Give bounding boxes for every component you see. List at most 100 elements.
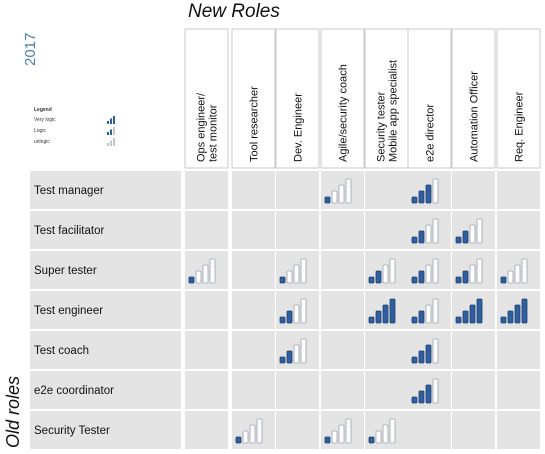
legend-very-logic-icon <box>107 116 115 124</box>
signal-bar-filled <box>418 190 425 204</box>
matrix-cell <box>365 211 408 249</box>
signal-bar-filled <box>368 276 375 284</box>
legend-item-label: Logic <box>34 128 46 134</box>
signal-bar-filled <box>375 270 382 284</box>
signal-bar-empty <box>345 178 352 204</box>
column-header-label: Automation Officer <box>469 71 481 162</box>
signal-rating-icon <box>411 378 439 404</box>
signal-bar-empty <box>432 218 439 244</box>
signal-bar-empty <box>209 258 216 284</box>
legend-item-logic: Logic <box>34 126 124 137</box>
signal-bar-empty <box>425 224 432 244</box>
signal-bar-filled <box>418 390 425 404</box>
row-label-cell <box>30 291 181 329</box>
signal-rating-icon <box>368 258 396 284</box>
matrix-cell <box>365 371 408 409</box>
signal-bar-filled <box>188 276 195 284</box>
signal-bar-filled <box>425 384 432 404</box>
new-roles-title: New Roles <box>188 1 280 22</box>
signal-bar-filled <box>235 436 242 444</box>
signal-bar-empty <box>345 418 352 444</box>
signal-rating-icon <box>455 258 483 284</box>
row-label: Security Tester <box>34 425 110 437</box>
matrix-cell <box>276 171 319 209</box>
signal-bar-filled <box>411 316 418 324</box>
signal-bar-filled <box>507 310 514 324</box>
signal-rating-icon <box>279 298 307 324</box>
column-header-label: Mobile app specialist <box>388 60 400 162</box>
signal-bar-empty <box>256 418 263 444</box>
column-header-label: test monitor <box>208 104 220 162</box>
signal-bar-empty <box>389 258 396 284</box>
column-header-cell <box>364 28 409 169</box>
matrix-cell <box>452 171 495 209</box>
signal-bar-empty <box>331 190 338 204</box>
signal-bar-filled <box>418 230 425 244</box>
signal-bar-empty <box>521 258 528 284</box>
legend-item-unlogic: unlogic <box>34 137 124 148</box>
signal-bar-empty <box>375 430 382 444</box>
matrix-cell <box>185 371 228 409</box>
row-label-cell <box>30 171 181 209</box>
matrix-cell <box>321 251 364 289</box>
row-label-cell <box>30 251 181 289</box>
signal-rating-icon <box>368 418 396 444</box>
signal-rating-icon <box>368 298 396 324</box>
matrix-cell <box>276 411 319 449</box>
signal-bar-filled <box>455 276 462 284</box>
matrix-cell <box>497 331 540 369</box>
column-header-label: Req. Engineer <box>514 91 526 162</box>
signal-bar-empty <box>389 418 396 444</box>
signal-bar-filled <box>324 196 331 204</box>
matrix-cell <box>497 171 540 209</box>
matrix-cell <box>321 291 364 329</box>
signal-bar-filled <box>425 344 432 364</box>
row-label: Test coach <box>34 345 89 357</box>
column-header-label: Tool researcher <box>249 86 261 162</box>
matrix-cell <box>185 331 228 369</box>
signal-bar-filled <box>368 436 375 444</box>
row-label: Test facilitator <box>34 225 104 237</box>
signal-bar-filled <box>462 310 469 324</box>
signal-bar-empty <box>293 264 300 284</box>
signal-bar-filled <box>514 304 521 324</box>
signal-bar-empty <box>338 424 345 444</box>
signal-bar-filled <box>411 236 418 244</box>
signal-bar-filled <box>500 276 507 284</box>
signal-bar-empty <box>293 344 300 364</box>
signal-bar-empty <box>432 258 439 284</box>
signal-bar-filled <box>469 304 476 324</box>
signal-rating-icon <box>411 258 439 284</box>
signal-bar-filled <box>375 310 382 324</box>
column-header-cell <box>275 28 320 169</box>
signal-bar-empty <box>382 424 389 444</box>
column-header-label: Security tester <box>376 91 388 162</box>
matrix-cell <box>185 411 228 449</box>
signal-bar-empty <box>432 178 439 204</box>
signal-bar-filled <box>368 316 375 324</box>
signal-rating-icon <box>455 298 483 324</box>
matrix-cell <box>276 211 319 249</box>
matrix-cell <box>232 331 275 369</box>
matrix-cell <box>232 251 275 289</box>
column-header-label: e2e director <box>425 104 437 162</box>
matrix-cell <box>408 411 451 449</box>
row-label: Super tester <box>34 265 97 277</box>
matrix-cell <box>321 371 364 409</box>
signal-bar-empty <box>300 338 307 364</box>
signal-bar-filled <box>476 298 483 324</box>
matrix-cell <box>452 411 495 449</box>
signal-bar-filled <box>279 356 286 364</box>
column-header-cell <box>231 28 276 169</box>
matrix-cell <box>497 371 540 409</box>
signal-bar-empty <box>476 258 483 284</box>
signal-rating-icon <box>324 418 352 444</box>
signal-rating-icon <box>235 418 263 444</box>
signal-bar-filled <box>418 270 425 284</box>
signal-bar-filled <box>425 184 432 204</box>
legend-title: Legend <box>34 107 52 113</box>
column-header-cell <box>320 28 365 169</box>
signal-bar-filled <box>411 396 418 404</box>
column-header-cell <box>407 28 452 169</box>
